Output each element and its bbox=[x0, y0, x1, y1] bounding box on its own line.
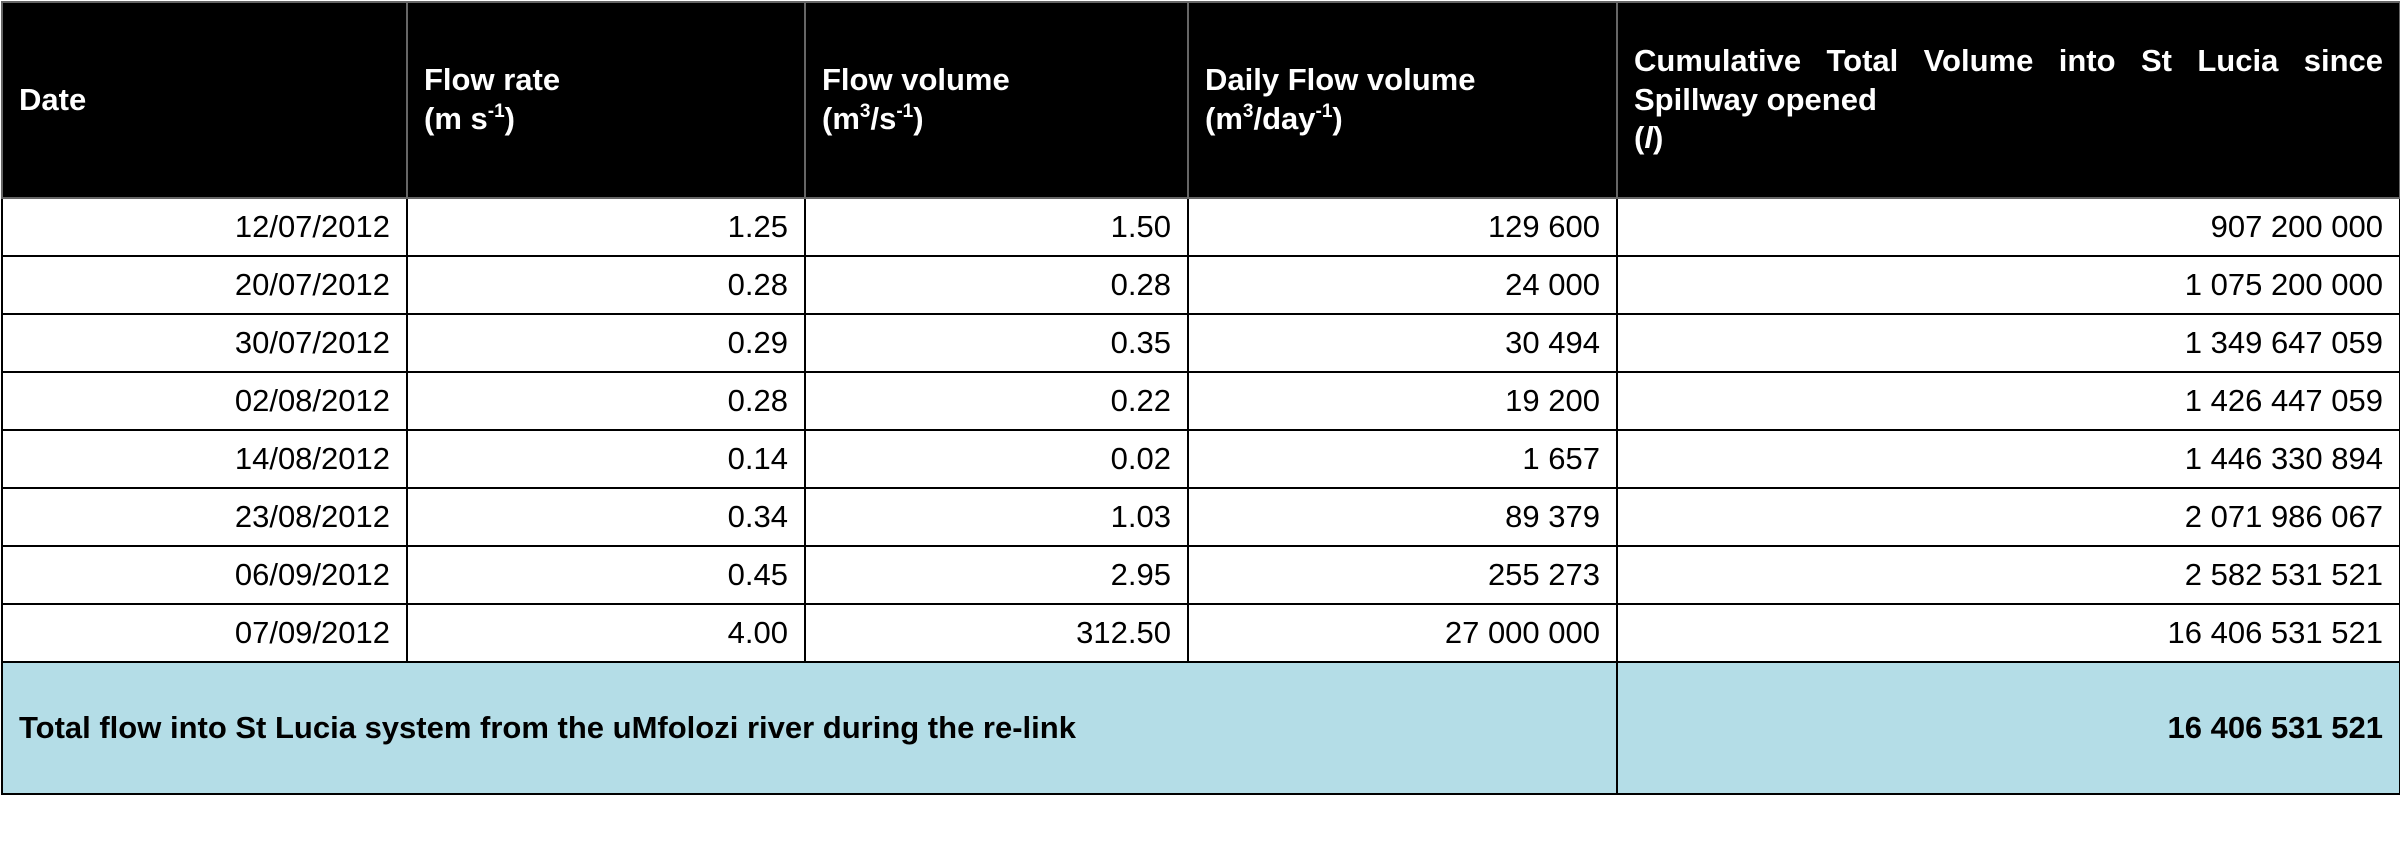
table-cell: 89 379 bbox=[1187, 487, 1618, 547]
footer-row: Total flow into St Lucia system from the… bbox=[1, 661, 2400, 795]
table-row: 12/07/2012 1.25 1.50 129 600 907 200 000 bbox=[1, 197, 2400, 257]
header-sup: 3 bbox=[859, 101, 871, 122]
table-cell: 30 494 bbox=[1187, 313, 1618, 373]
table-cell: 0.45 bbox=[406, 545, 806, 605]
footer-total: 16 406 531 521 bbox=[1616, 661, 2400, 795]
table-cell: 0.28 bbox=[406, 371, 806, 431]
table-cell: 907 200 000 bbox=[1616, 197, 2400, 257]
header-unit: ) bbox=[1332, 101, 1343, 136]
header-cell: Flow rate (m s-1) bbox=[406, 1, 806, 199]
table-cell: 1 657 bbox=[1187, 429, 1618, 489]
table-cell: 1 426 447 059 bbox=[1616, 371, 2400, 431]
table-footer: Total flow into St Lucia system from the… bbox=[1, 661, 2400, 795]
table-cell: 0.22 bbox=[804, 371, 1189, 431]
table-cell: 4.00 bbox=[406, 603, 806, 663]
table-cell: 1 446 330 894 bbox=[1616, 429, 2400, 489]
table-cell: 0.28 bbox=[406, 255, 806, 315]
header-cell: Cumulative Total Volume into St Lucia si… bbox=[1616, 1, 2400, 199]
table-body: 12/07/2012 1.25 1.50 129 600 907 200 000 20/0… bbox=[1, 197, 2400, 663]
header-cell: Flow volume (m3/s-1) bbox=[804, 1, 1189, 199]
table-row: 06/09/2012 0.45 2.95 255 273 2 582 531 521 bbox=[1, 545, 2400, 605]
header-unit: ) bbox=[1652, 120, 1664, 156]
header-sup: 3 bbox=[1242, 101, 1254, 122]
table-cell: 23/08/2012 bbox=[1, 487, 408, 547]
table-cell: 12/07/2012 bbox=[1, 197, 408, 257]
header-text: Daily Flow volume bbox=[1205, 62, 1476, 98]
table-cell: 2.95 bbox=[804, 545, 1189, 605]
header-cell: Daily Flow volume (m3/day-1) bbox=[1187, 1, 1618, 199]
table-row: 23/08/2012 0.34 1.03 89 379 2 071 986 067 bbox=[1, 487, 2400, 547]
header-unit-italic: l bbox=[1644, 120, 1653, 156]
header-text: Date bbox=[19, 81, 87, 117]
table-cell: 2 582 531 521 bbox=[1616, 545, 2400, 605]
table-cell: 0.02 bbox=[804, 429, 1189, 489]
table-cell: 0.35 bbox=[804, 313, 1189, 373]
table-row: 02/08/2012 0.28 0.22 19 200 1 426 447 059 bbox=[1, 371, 2400, 431]
header-unit: ) bbox=[913, 101, 924, 136]
footer-label: Total flow into St Lucia system from the… bbox=[1, 661, 1618, 795]
table-cell: 19 200 bbox=[1187, 371, 1618, 431]
header-text: Flow rate bbox=[424, 62, 561, 98]
table-cell: 16 406 531 521 bbox=[1616, 603, 2400, 663]
table-cell: 24 000 bbox=[1187, 255, 1618, 315]
table-cell: 255 273 bbox=[1187, 545, 1618, 605]
table-cell: 0.34 bbox=[406, 487, 806, 547]
table-cell: 06/09/2012 bbox=[1, 545, 408, 605]
header-text: Cumulative Total Volume into St Lucia si… bbox=[1634, 42, 2383, 117]
header-sup: -1 bbox=[487, 101, 505, 122]
header-unit: (m bbox=[1205, 101, 1243, 136]
table-cell: 2 071 986 067 bbox=[1616, 487, 2400, 547]
header-sup: -1 bbox=[1315, 101, 1333, 122]
table-cell: 1.25 bbox=[406, 197, 806, 257]
header-unit: (m bbox=[822, 101, 860, 136]
table-cell: 1 349 647 059 bbox=[1616, 313, 2400, 373]
table-cell: 1.50 bbox=[804, 197, 1189, 257]
table-row: 20/07/2012 0.28 0.28 24 000 1 075 200 000 bbox=[1, 255, 2400, 315]
table-cell: 312.50 bbox=[804, 603, 1189, 663]
header-row: Date Flow rate (m s-1) Flow volume (m3/s-1… bbox=[1, 1, 2400, 199]
table-cell: 1.03 bbox=[804, 487, 1189, 547]
header-unit: (m s bbox=[424, 101, 488, 136]
table-cell: 20/07/2012 bbox=[1, 255, 408, 315]
table-header: Date Flow rate (m s-1) Flow volume (m3/s-1… bbox=[1, 1, 2400, 199]
table-cell: 27 000 000 bbox=[1187, 603, 1618, 663]
table-row: 30/07/2012 0.29 0.35 30 494 1 349 647 059 bbox=[1, 313, 2400, 373]
table-cell: 0.28 bbox=[804, 255, 1189, 315]
header-unit: /s bbox=[870, 101, 897, 136]
header-text: Flow volume bbox=[822, 62, 1010, 98]
header-cell: Date bbox=[1, 1, 408, 199]
flow-table: Date Flow rate (m s-1) Flow volume (m3/s-1… bbox=[1, 1, 2400, 795]
header-unit: /day bbox=[1253, 101, 1316, 136]
header-unit: ( bbox=[1634, 120, 1645, 156]
table-cell: 0.29 bbox=[406, 313, 806, 373]
table-cell: 07/09/2012 bbox=[1, 603, 408, 663]
header-unit: ) bbox=[504, 101, 515, 136]
table-cell: 14/08/2012 bbox=[1, 429, 408, 489]
table-cell: 1 075 200 000 bbox=[1616, 255, 2400, 315]
table-cell: 02/08/2012 bbox=[1, 371, 408, 431]
table-row: 14/08/2012 0.14 0.02 1 657 1 446 330 894 bbox=[1, 429, 2400, 489]
table-cell: 129 600 bbox=[1187, 197, 1618, 257]
table-cell: 0.14 bbox=[406, 429, 806, 489]
table-cell: 30/07/2012 bbox=[1, 313, 408, 373]
table-row: 07/09/2012 4.00 312.50 27 000 000 16 406 531… bbox=[1, 603, 2400, 663]
header-sup: -1 bbox=[896, 101, 914, 122]
